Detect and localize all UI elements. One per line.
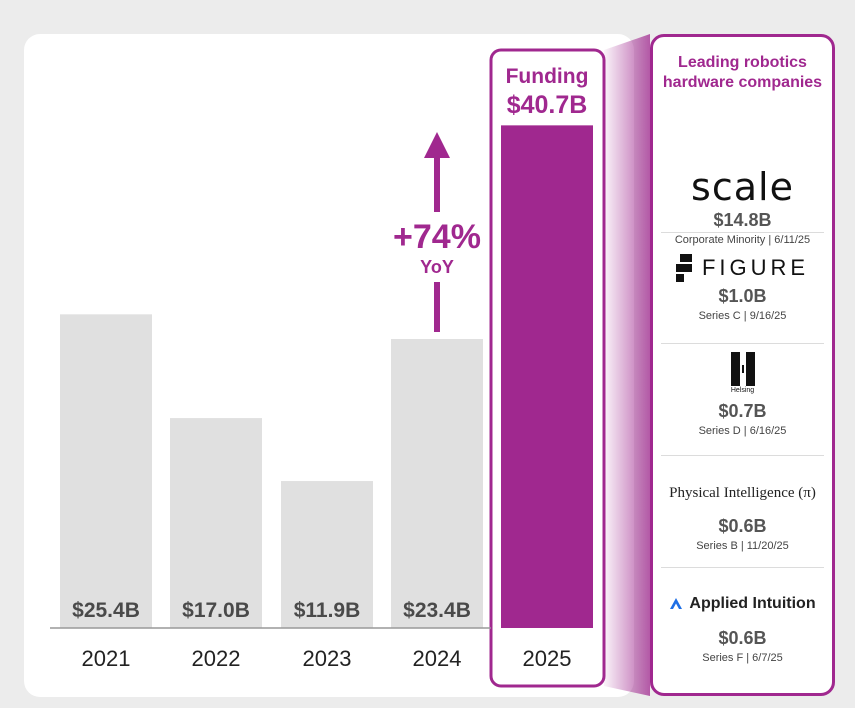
- company-detail: Series D | 6/16/25: [698, 425, 787, 437]
- applied-intuition-wordmark: Applied Intuition: [689, 595, 816, 612]
- x-tick-label: 2024: [413, 646, 462, 671]
- scale-logo: scale: [691, 165, 794, 209]
- figure-wordmark: FIGURE: [701, 255, 810, 280]
- helsing-icon: [730, 352, 755, 386]
- company-detail: Corporate Minority | 6/11/25: [674, 234, 811, 246]
- divider: [661, 567, 824, 568]
- bar-2021: [60, 314, 152, 628]
- company-helsing: Helsing $0.7B Series D | 6/16/25: [653, 352, 832, 438]
- helsing-wordmark: Helsing: [730, 387, 755, 394]
- applied-intuition-icon: [670, 598, 683, 609]
- divider: [661, 455, 824, 456]
- company-amount: $0.6B: [718, 516, 767, 536]
- bar-2022: [170, 418, 262, 628]
- x-tick-label: 2023: [303, 646, 352, 671]
- bar-2024: [391, 339, 483, 628]
- x-tick-label: 2025: [523, 646, 572, 671]
- companies-panel: Leading robotics hardware companies scal…: [650, 34, 835, 696]
- helsing-logo: Helsing: [653, 352, 832, 400]
- company-scale: scale $14.8B Corporate Minority | 6/11/2…: [653, 165, 832, 247]
- highlight-title: Funding: [506, 65, 589, 88]
- bar-value-label: $23.4B: [403, 599, 471, 622]
- figure-icon: [675, 254, 692, 282]
- arrow-shaft-upper: [434, 156, 440, 212]
- bar-value-label: $25.4B: [72, 599, 140, 622]
- x-tick-label: 2022: [192, 646, 241, 671]
- up-arrow-head: [424, 132, 450, 158]
- company-detail: Series B | 11/20/25: [696, 540, 789, 552]
- arrow-shaft-lower: [434, 282, 440, 332]
- company-detail: Series C | 9/16/25: [698, 310, 787, 322]
- bar-2025: [501, 125, 593, 628]
- company-amount: $0.6B: [718, 628, 767, 648]
- company-detail: Series F | 6/7/25: [702, 652, 783, 664]
- x-tick-label: 2021: [82, 646, 131, 671]
- applied-intuition-logo: Applied Intuition: [653, 593, 832, 615]
- company-amount: $0.7B: [718, 401, 767, 421]
- highlight-value: $40.7B: [507, 91, 588, 119]
- company-figure: FIGURE $1.0B Series C | 9/16/25: [653, 251, 832, 323]
- divider: [661, 232, 824, 233]
- yoy-change: +74%: [393, 218, 481, 256]
- bar-2023: [281, 481, 373, 628]
- bar-value-label: $17.0B: [182, 599, 250, 622]
- figure-logo: FIGURE: [653, 251, 832, 285]
- company-applied-intuition: Applied Intuition $0.6B Series F | 6/7/2…: [653, 593, 832, 665]
- physical-intelligence-logo: Physical Intelligence (π): [669, 485, 816, 501]
- yoy-label: YoY: [420, 257, 454, 277]
- bar-value-label: $11.9B: [294, 599, 361, 622]
- company-physical-intelligence: Physical Intelligence (π) $0.6B Series B…: [653, 483, 832, 553]
- company-amount: $1.0B: [718, 286, 767, 306]
- company-amount: $14.8B: [713, 210, 772, 230]
- highlight-box: [489, 48, 606, 688]
- bar-chart: $25.4B 2021 $17.0B 2022 $11.9B 2023 $23.4B 2024…: [50, 48, 606, 688]
- panel-title: Leading robotics hardware companies: [662, 54, 823, 91]
- divider: [661, 343, 824, 344]
